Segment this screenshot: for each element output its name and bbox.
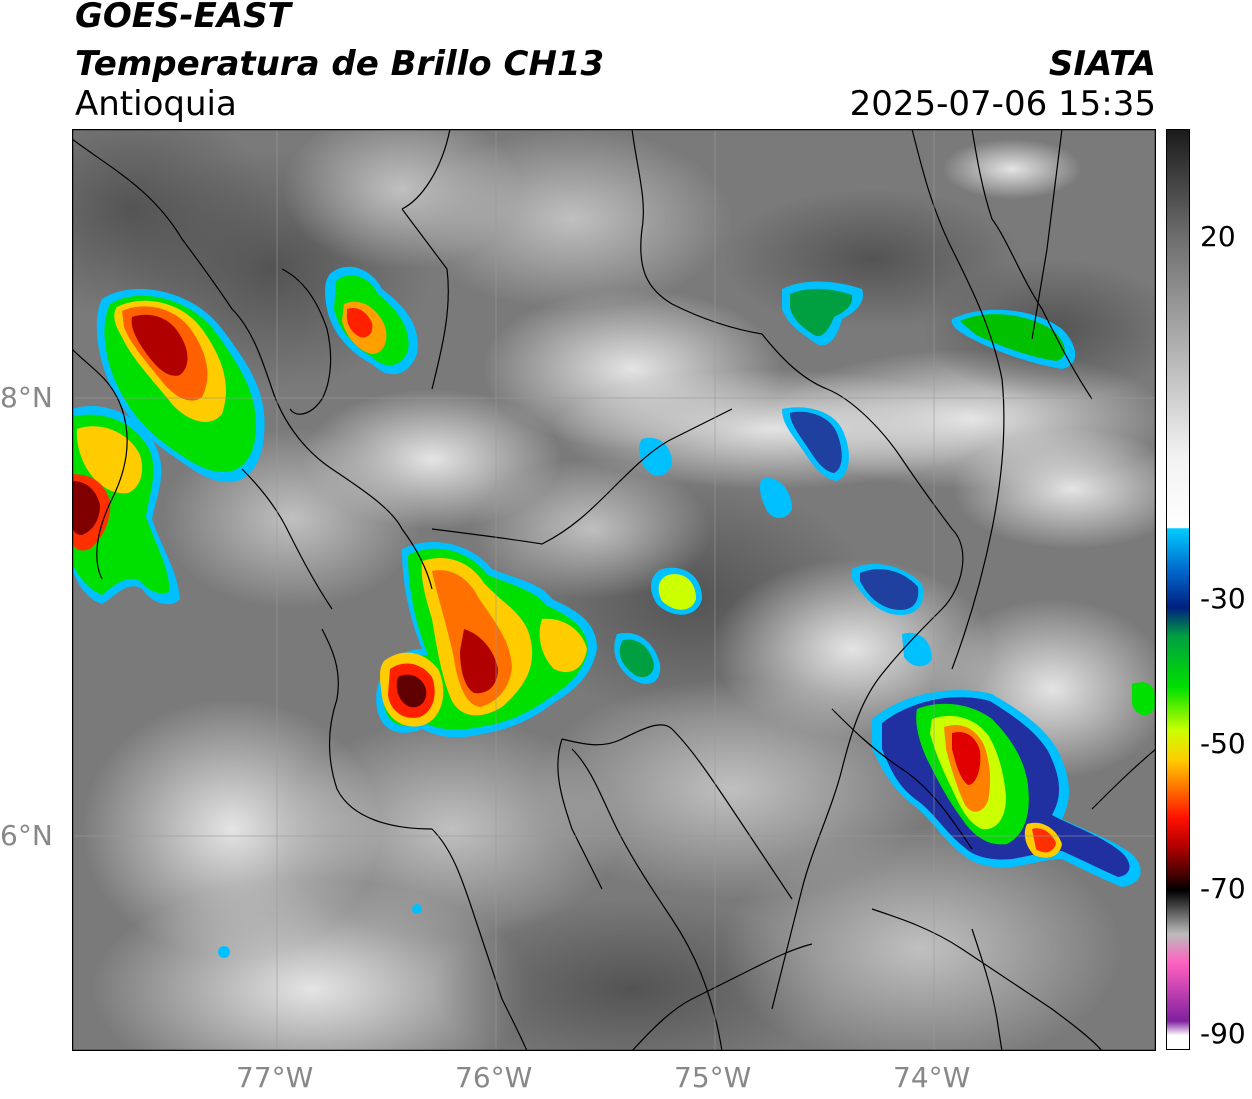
satellite-title: GOES-EAST [75,0,291,36]
colorbar-frame [1166,129,1190,1050]
convective-cells [72,266,1156,958]
storm-cell [872,690,1141,887]
lon-label-74w: 74°W [893,1061,971,1094]
gridlines [72,129,1156,1051]
colorbar-gradient [1166,129,1190,1050]
agency-label: SIATA [1048,44,1156,84]
colorbar-label-minus70: -70 [1200,872,1246,906]
colorbar-label-minus50: -50 [1200,727,1246,761]
colorbar-label-minus90: -90 [1200,1017,1246,1051]
colorbar-label-minus30: -30 [1200,582,1246,616]
storm-cell [639,281,1156,716]
product-title: Temperatura de Brillo CH13 [75,44,605,84]
lon-label-77w: 77°W [236,1061,314,1094]
timestamp-label: 2025-07-06 15:35 [849,84,1156,124]
lon-label-75w: 75°W [674,1061,752,1094]
storm-cell [376,541,702,738]
satellite-map [72,129,1156,1051]
map-frame [72,129,1156,1051]
colorbar-label-20: 20 [1200,219,1236,253]
lat-label-6n: 6°N [0,819,53,852]
lat-label-8n: 8°N [0,381,53,414]
border-lines [72,129,1156,1051]
storm-cell [325,266,418,375]
lon-label-76w: 76°W [455,1061,533,1094]
region-label: Antioquia [75,84,237,124]
temperature-colorbar [1166,129,1190,1050]
storm-cell [96,289,265,483]
